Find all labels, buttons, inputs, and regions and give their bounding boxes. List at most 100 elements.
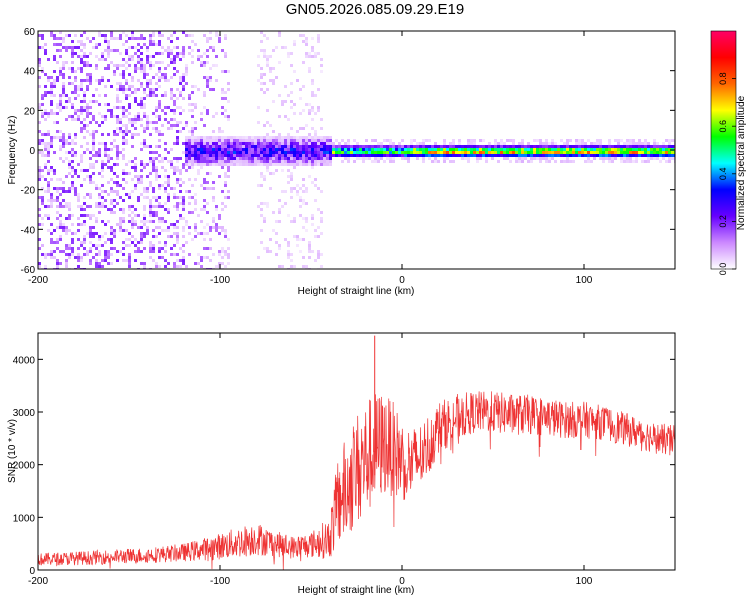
spectrogram-cell xyxy=(98,34,101,37)
spectrogram-cell xyxy=(179,265,182,268)
spectrogram-cell xyxy=(200,256,203,259)
spectrogram-cell xyxy=(236,160,239,163)
spectrogram-cell xyxy=(272,148,275,151)
spectrogram-cell xyxy=(206,109,209,112)
spectrogram-cell xyxy=(320,163,323,166)
spectrogram-cell xyxy=(206,247,209,250)
spectrogram-cell xyxy=(188,202,191,205)
spectrogram-cell xyxy=(551,151,554,154)
spectrogram-cell xyxy=(158,247,161,250)
spectrogram-cell xyxy=(170,253,173,256)
spectrogram-cell xyxy=(287,160,290,163)
spectrogram-cell xyxy=(344,154,347,157)
spectrogram-cell xyxy=(269,172,272,175)
spectrogram-cell xyxy=(584,148,587,151)
spectrogram-cell xyxy=(443,145,446,148)
spectrogram-cell xyxy=(44,52,47,55)
spectrogram-cell xyxy=(122,241,125,244)
spectrogram-cell xyxy=(116,154,119,157)
spectrogram-cell xyxy=(305,190,308,193)
spectrogram-cell xyxy=(170,88,173,91)
spectrogram-cell xyxy=(659,151,662,154)
spectrogram-cell xyxy=(194,148,197,151)
spectrogram-cell xyxy=(536,148,539,151)
spectrogram-cell xyxy=(293,163,296,166)
spectrogram-cell xyxy=(212,64,215,67)
spectrogram-cell xyxy=(95,217,98,220)
spectrogram-cell xyxy=(62,136,65,139)
spectrogram-cell xyxy=(161,160,164,163)
spectrogram-cell xyxy=(554,145,557,148)
spectrogram-cell xyxy=(164,208,167,211)
spectrogram-cell xyxy=(551,145,554,148)
spectrogram-cell xyxy=(182,250,185,253)
spectrogram-cell xyxy=(206,136,209,139)
spectrogram-cell xyxy=(113,235,116,238)
spectrogram-cell xyxy=(98,142,101,145)
spectrogram-cell xyxy=(317,142,320,145)
spectrogram-cell xyxy=(176,232,179,235)
spectrogram-cell xyxy=(605,148,608,151)
spectrogram-cell xyxy=(53,58,56,61)
spectrogram-cell xyxy=(203,145,206,148)
spectrogram-cell xyxy=(71,247,74,250)
spectrogram-cell xyxy=(143,187,146,190)
spectrogram-cell xyxy=(515,151,518,154)
spectrogram-cell xyxy=(149,40,152,43)
spectrogram-cell xyxy=(260,163,263,166)
spectrogram-cell xyxy=(203,256,206,259)
spectrogram-cell xyxy=(152,163,155,166)
spectrogram-cell xyxy=(281,157,284,160)
spectrogram-cell xyxy=(218,262,221,265)
spectrogram-cell xyxy=(128,106,131,109)
spectrogram-cell xyxy=(176,52,179,55)
spectrogram-cell xyxy=(104,253,107,256)
spectrogram-cell xyxy=(227,256,230,259)
spectrogram-cell xyxy=(650,154,653,157)
spectrogram-cell xyxy=(596,145,599,148)
spectrogram-cell xyxy=(251,151,254,154)
spectrogram-cell xyxy=(494,154,497,157)
spectrogram-cell xyxy=(329,163,332,166)
spectrogram-cell xyxy=(185,223,188,226)
spectrogram-cell xyxy=(251,163,254,166)
spectrogram-cell xyxy=(410,154,413,157)
spectrogram-cell xyxy=(236,163,239,166)
spectrogram-cell xyxy=(218,139,221,142)
spectrogram-cell xyxy=(116,37,119,40)
spectrogram-cell xyxy=(176,157,179,160)
spectrogram-cell xyxy=(158,232,161,235)
spectrogram-cell xyxy=(128,208,131,211)
spectrogram-cell xyxy=(386,151,389,154)
spectrogram-cell xyxy=(89,205,92,208)
spectrogram-cell xyxy=(542,151,545,154)
spectrogram-cell xyxy=(506,139,509,142)
spectrogram-cell xyxy=(116,127,119,130)
spectrogram-cell xyxy=(599,154,602,157)
spectrogram-cell xyxy=(167,178,170,181)
spectrogram-cell xyxy=(227,154,230,157)
spectrogram-cell xyxy=(83,202,86,205)
spectrogram-cell xyxy=(194,127,197,130)
spectrogram-cell xyxy=(182,73,185,76)
spectrogram-cell xyxy=(104,223,107,226)
spectrogram-cell xyxy=(125,142,128,145)
spectrogram-cell xyxy=(56,259,59,262)
spectrogram-cell xyxy=(107,55,110,58)
spectrogram-cell xyxy=(260,76,263,79)
spectrogram-cell xyxy=(173,58,176,61)
spectrogram-cell xyxy=(524,157,527,160)
spectrogram-cell xyxy=(317,151,320,154)
spectrogram-cell xyxy=(92,235,95,238)
spectrogram-cell xyxy=(77,40,80,43)
spectrogram-cell xyxy=(161,61,164,64)
spectrogram-cell xyxy=(47,112,50,115)
spectrogram-cell xyxy=(80,244,83,247)
spectrogram-cell xyxy=(461,145,464,148)
spectrogram-cell xyxy=(275,169,278,172)
spectrogram-cell xyxy=(203,91,206,94)
spectrogram-cell xyxy=(341,145,344,148)
spectrogram-cell xyxy=(197,214,200,217)
spectrogram-cell xyxy=(299,205,302,208)
spectrogram-cell xyxy=(59,157,62,160)
